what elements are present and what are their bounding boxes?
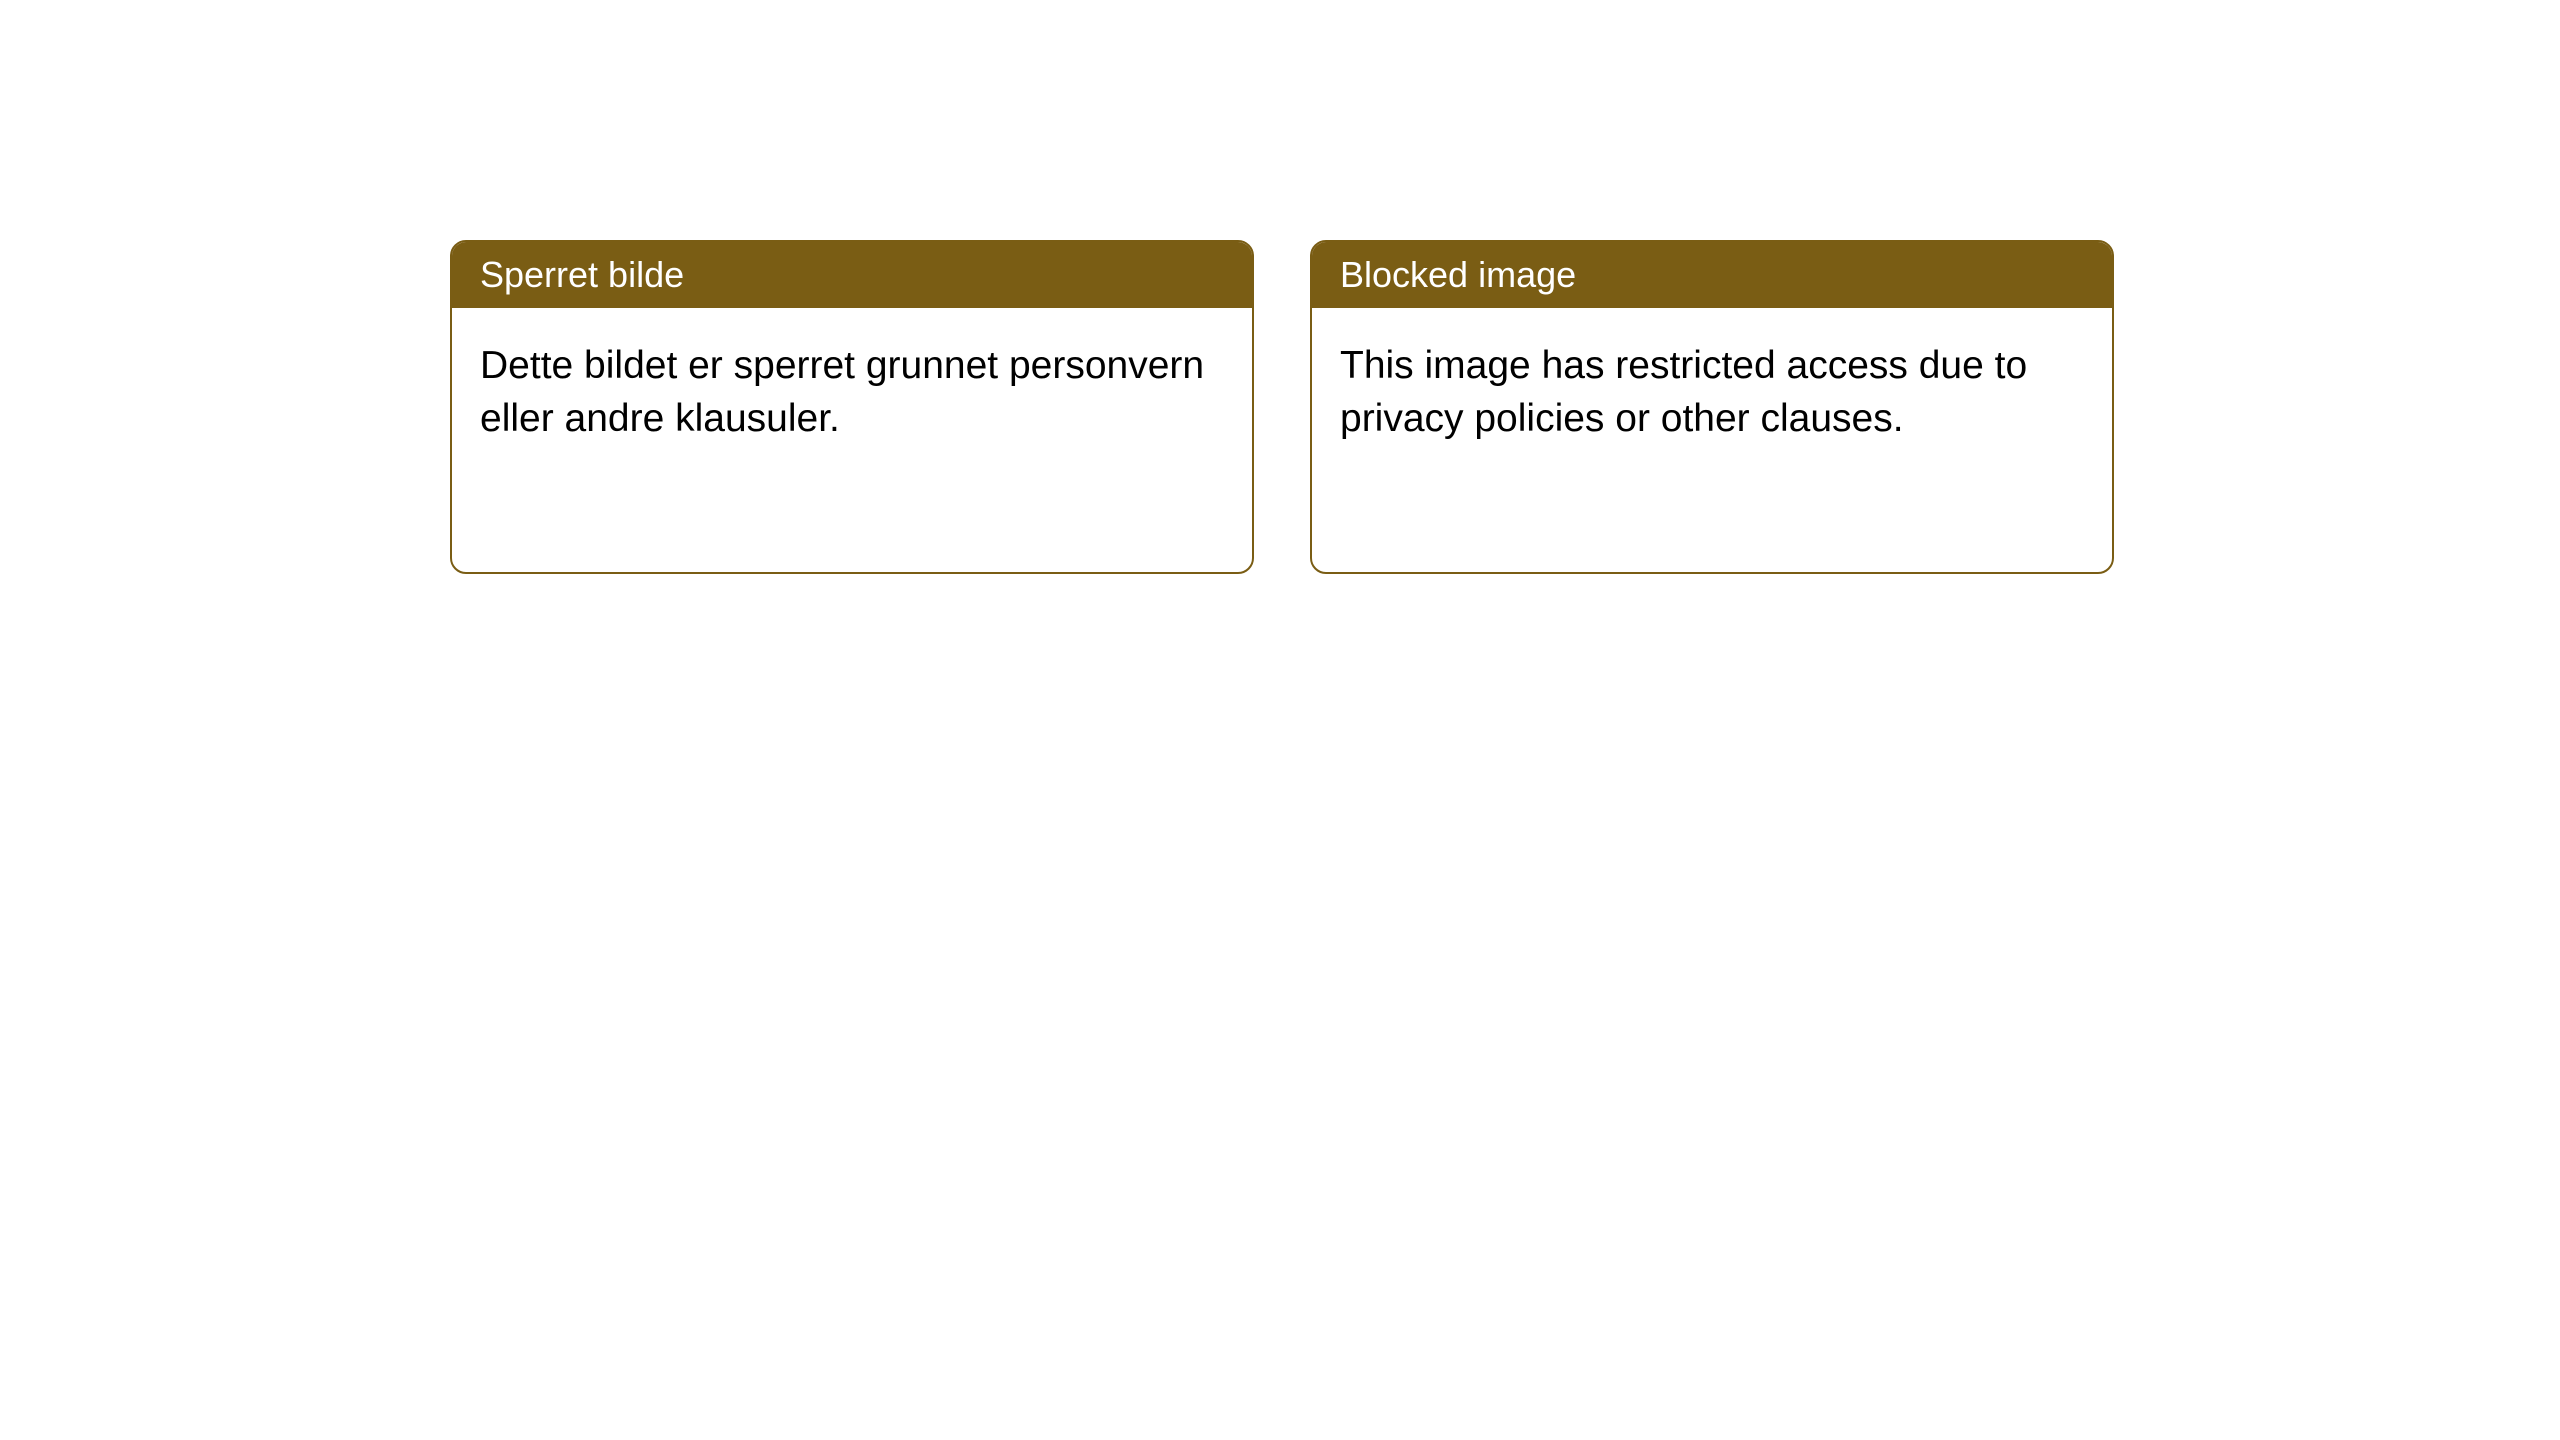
card-message-norwegian: Dette bildet er sperret grunnet personve… [480,344,1204,440]
card-header-norwegian: Sperret bilde [452,242,1252,308]
card-message-english: This image has restricted access due to … [1340,344,2027,440]
notice-card-english: Blocked image This image has restricted … [1310,240,2114,574]
card-body-english: This image has restricted access due to … [1312,308,2112,477]
notice-card-norwegian: Sperret bilde Dette bildet er sperret gr… [450,240,1254,574]
card-header-english: Blocked image [1312,242,2112,308]
card-title-english: Blocked image [1340,254,1576,295]
notice-cards-container: Sperret bilde Dette bildet er sperret gr… [450,240,2114,574]
card-body-norwegian: Dette bildet er sperret grunnet personve… [452,308,1252,477]
card-title-norwegian: Sperret bilde [480,254,684,295]
